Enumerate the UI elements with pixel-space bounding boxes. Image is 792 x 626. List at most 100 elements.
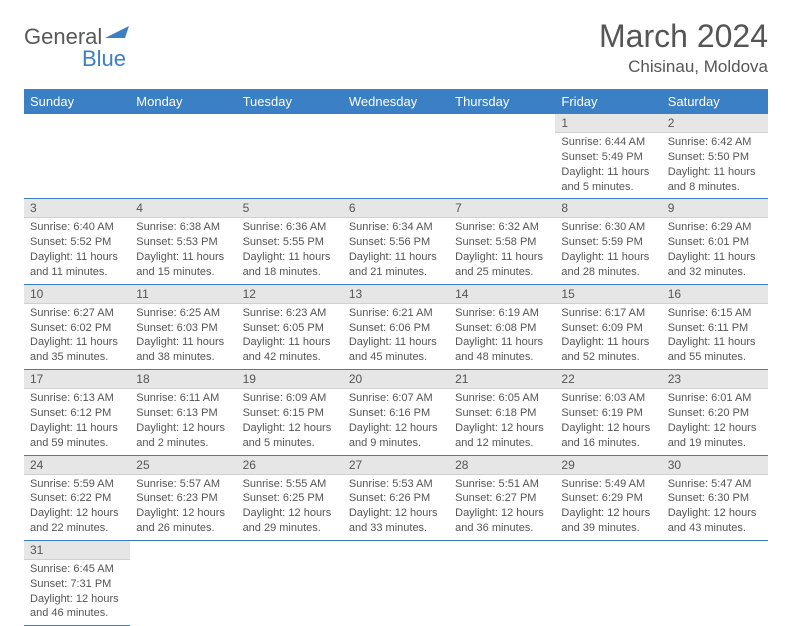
- sunrise-text: Sunrise: 5:51 AM: [455, 477, 549, 492]
- sunrise-text: Sunrise: 5:49 AM: [561, 477, 655, 492]
- daylight-text: Daylight: 12 hours and 39 minutes.: [561, 506, 655, 536]
- day-info: Sunrise: 6:19 AMSunset: 6:08 PMDaylight:…: [449, 304, 555, 369]
- day-info: Sunrise: 5:51 AMSunset: 6:27 PMDaylight:…: [449, 475, 555, 540]
- weekday-header: Thursday: [449, 89, 555, 114]
- day-number: 17: [24, 370, 130, 389]
- sunrise-text: Sunrise: 6:17 AM: [561, 306, 655, 321]
- sunset-text: Sunset: 6:16 PM: [349, 406, 443, 421]
- day-number: 9: [662, 199, 768, 218]
- sunrise-text: Sunrise: 6:23 AM: [243, 306, 337, 321]
- sunset-text: Sunset: 5:55 PM: [243, 235, 337, 250]
- daylight-text: Daylight: 11 hours and 21 minutes.: [349, 250, 443, 280]
- day-info: Sunrise: 5:47 AMSunset: 6:30 PMDaylight:…: [662, 475, 768, 540]
- day-number: 30: [662, 456, 768, 475]
- calendar-table: Sunday Monday Tuesday Wednesday Thursday…: [24, 89, 768, 626]
- day-cell: 27Sunrise: 5:53 AMSunset: 6:26 PMDayligh…: [343, 455, 449, 540]
- day-cell: 3Sunrise: 6:40 AMSunset: 5:52 PMDaylight…: [24, 199, 130, 284]
- day-number: 16: [662, 285, 768, 304]
- empty-cell: [449, 114, 555, 199]
- sunset-text: Sunset: 6:18 PM: [455, 406, 549, 421]
- weekday-header: Monday: [130, 89, 236, 114]
- sunrise-text: Sunrise: 6:01 AM: [668, 391, 762, 406]
- sunrise-text: Sunrise: 6:38 AM: [136, 220, 230, 235]
- day-number: 15: [555, 285, 661, 304]
- day-info: Sunrise: 6:07 AMSunset: 6:16 PMDaylight:…: [343, 389, 449, 454]
- sunset-text: Sunset: 6:20 PM: [668, 406, 762, 421]
- day-info: Sunrise: 5:59 AMSunset: 6:22 PMDaylight:…: [24, 475, 130, 540]
- daylight-text: Daylight: 12 hours and 46 minutes.: [30, 592, 124, 622]
- weekday-header: Sunday: [24, 89, 130, 114]
- sunrise-text: Sunrise: 6:11 AM: [136, 391, 230, 406]
- day-cell: 20Sunrise: 6:07 AMSunset: 6:16 PMDayligh…: [343, 370, 449, 455]
- sunset-text: Sunset: 6:15 PM: [243, 406, 337, 421]
- sunset-text: Sunset: 6:22 PM: [30, 491, 124, 506]
- empty-cell: [555, 540, 661, 625]
- sunrise-text: Sunrise: 6:40 AM: [30, 220, 124, 235]
- sunset-text: Sunset: 6:13 PM: [136, 406, 230, 421]
- daylight-text: Daylight: 12 hours and 5 minutes.: [243, 421, 337, 451]
- day-cell: 7Sunrise: 6:32 AMSunset: 5:58 PMDaylight…: [449, 199, 555, 284]
- day-info: Sunrise: 6:03 AMSunset: 6:19 PMDaylight:…: [555, 389, 661, 454]
- logo-blue-text: Blue: [82, 46, 126, 72]
- day-number: 11: [130, 285, 236, 304]
- daylight-text: Daylight: 11 hours and 42 minutes.: [243, 335, 337, 365]
- day-number: 21: [449, 370, 555, 389]
- sunset-text: Sunset: 6:11 PM: [668, 321, 762, 336]
- sunrise-text: Sunrise: 6:09 AM: [243, 391, 337, 406]
- day-info: Sunrise: 6:45 AMSunset: 7:31 PMDaylight:…: [24, 560, 130, 625]
- day-info: Sunrise: 6:30 AMSunset: 5:59 PMDaylight:…: [555, 218, 661, 283]
- sunset-text: Sunset: 5:49 PM: [561, 150, 655, 165]
- daylight-text: Daylight: 12 hours and 33 minutes.: [349, 506, 443, 536]
- sunset-text: Sunset: 5:53 PM: [136, 235, 230, 250]
- day-info: Sunrise: 6:32 AMSunset: 5:58 PMDaylight:…: [449, 218, 555, 283]
- sunset-text: Sunset: 6:12 PM: [30, 406, 124, 421]
- day-number: 29: [555, 456, 661, 475]
- sunset-text: Sunset: 7:31 PM: [30, 577, 124, 592]
- sunrise-text: Sunrise: 6:29 AM: [668, 220, 762, 235]
- calendar-row: 1Sunrise: 6:44 AMSunset: 5:49 PMDaylight…: [24, 114, 768, 199]
- day-cell: 31Sunrise: 6:45 AMSunset: 7:31 PMDayligh…: [24, 540, 130, 625]
- day-cell: 24Sunrise: 5:59 AMSunset: 6:22 PMDayligh…: [24, 455, 130, 540]
- sunrise-text: Sunrise: 6:07 AM: [349, 391, 443, 406]
- day-cell: 5Sunrise: 6:36 AMSunset: 5:55 PMDaylight…: [237, 199, 343, 284]
- sunset-text: Sunset: 6:09 PM: [561, 321, 655, 336]
- empty-cell: [662, 540, 768, 625]
- sunset-text: Sunset: 6:02 PM: [30, 321, 124, 336]
- day-number: 6: [343, 199, 449, 218]
- day-cell: 10Sunrise: 6:27 AMSunset: 6:02 PMDayligh…: [24, 284, 130, 369]
- day-info: Sunrise: 6:11 AMSunset: 6:13 PMDaylight:…: [130, 389, 236, 454]
- day-cell: 26Sunrise: 5:55 AMSunset: 6:25 PMDayligh…: [237, 455, 343, 540]
- day-number: 26: [237, 456, 343, 475]
- daylight-text: Daylight: 11 hours and 18 minutes.: [243, 250, 337, 280]
- empty-cell: [130, 114, 236, 199]
- day-info: Sunrise: 6:42 AMSunset: 5:50 PMDaylight:…: [662, 133, 768, 198]
- empty-cell: [449, 540, 555, 625]
- daylight-text: Daylight: 11 hours and 48 minutes.: [455, 335, 549, 365]
- sunset-text: Sunset: 6:23 PM: [136, 491, 230, 506]
- day-info: Sunrise: 6:34 AMSunset: 5:56 PMDaylight:…: [343, 218, 449, 283]
- day-number: 1: [555, 114, 661, 133]
- day-cell: 4Sunrise: 6:38 AMSunset: 5:53 PMDaylight…: [130, 199, 236, 284]
- day-number: 13: [343, 285, 449, 304]
- sunset-text: Sunset: 5:58 PM: [455, 235, 549, 250]
- day-info: Sunrise: 5:57 AMSunset: 6:23 PMDaylight:…: [130, 475, 236, 540]
- day-number: 20: [343, 370, 449, 389]
- sunrise-text: Sunrise: 6:34 AM: [349, 220, 443, 235]
- day-cell: 13Sunrise: 6:21 AMSunset: 6:06 PMDayligh…: [343, 284, 449, 369]
- sunrise-text: Sunrise: 6:13 AM: [30, 391, 124, 406]
- day-cell: 23Sunrise: 6:01 AMSunset: 6:20 PMDayligh…: [662, 370, 768, 455]
- day-cell: 25Sunrise: 5:57 AMSunset: 6:23 PMDayligh…: [130, 455, 236, 540]
- calendar-row: 3Sunrise: 6:40 AMSunset: 5:52 PMDaylight…: [24, 199, 768, 284]
- daylight-text: Daylight: 12 hours and 16 minutes.: [561, 421, 655, 451]
- daylight-text: Daylight: 12 hours and 2 minutes.: [136, 421, 230, 451]
- sunset-text: Sunset: 6:26 PM: [349, 491, 443, 506]
- day-cell: 9Sunrise: 6:29 AMSunset: 6:01 PMDaylight…: [662, 199, 768, 284]
- day-number: 8: [555, 199, 661, 218]
- sunset-text: Sunset: 6:01 PM: [668, 235, 762, 250]
- day-number: 27: [343, 456, 449, 475]
- day-cell: 29Sunrise: 5:49 AMSunset: 6:29 PMDayligh…: [555, 455, 661, 540]
- sunrise-text: Sunrise: 6:19 AM: [455, 306, 549, 321]
- daylight-text: Daylight: 11 hours and 8 minutes.: [668, 165, 762, 195]
- day-number: 23: [662, 370, 768, 389]
- sunrise-text: Sunrise: 6:05 AM: [455, 391, 549, 406]
